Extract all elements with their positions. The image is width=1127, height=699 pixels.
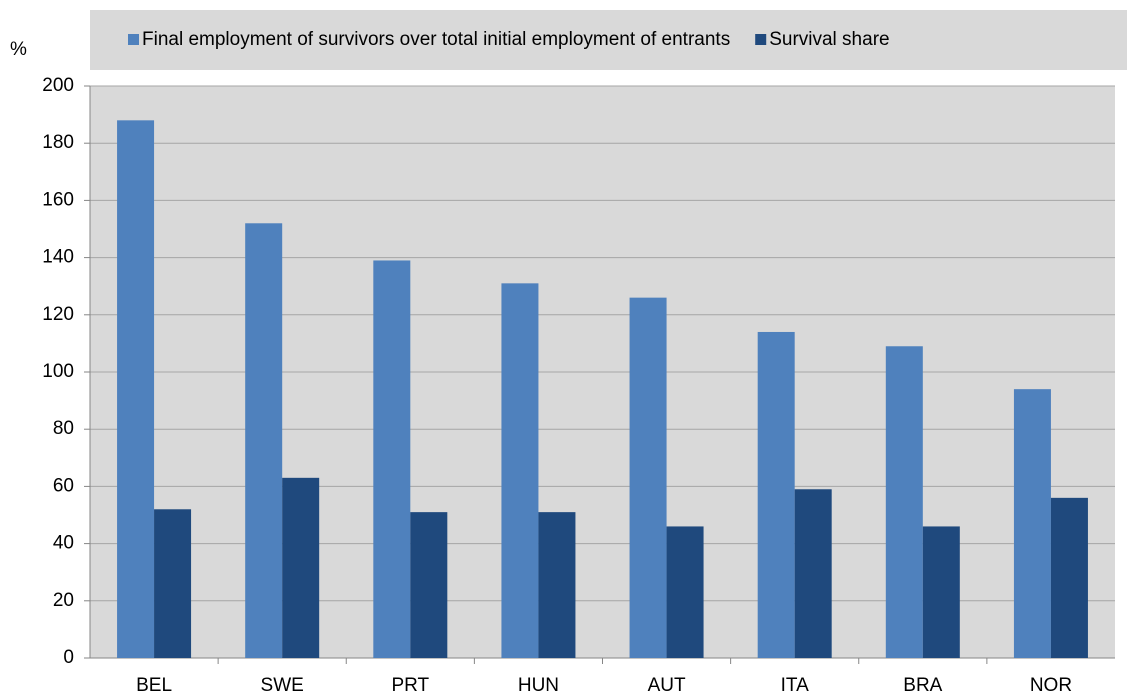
x-tick-label: SWE [261, 675, 304, 696]
bar [629, 297, 667, 658]
y-tick-label: 20 [53, 590, 74, 611]
y-tick-label: 100 [42, 361, 74, 382]
y-tick-label: 40 [53, 533, 74, 554]
bar [501, 283, 539, 658]
bar [373, 260, 411, 658]
x-tick-label: NOR [1030, 675, 1072, 696]
bar [885, 346, 923, 658]
y-tick-label: 200 [42, 75, 74, 96]
bar [245, 223, 283, 658]
bar [1013, 389, 1051, 658]
x-tick-label: BEL [136, 675, 172, 696]
bar [1050, 497, 1088, 658]
x-tick-label: PRT [391, 675, 429, 696]
y-tick-label: 60 [53, 475, 74, 496]
legend-label: Survival share [769, 29, 889, 50]
bar [666, 526, 704, 658]
y-tick-label: 0 [63, 647, 74, 668]
x-tick-label: AUT [648, 675, 686, 696]
bar [282, 477, 320, 658]
bar [117, 120, 155, 658]
bar [410, 512, 448, 658]
x-tick-label: ITA [781, 675, 809, 696]
legend-background [90, 10, 1127, 70]
y-tick-label: 160 [42, 189, 74, 210]
y-tick-label: 120 [42, 304, 74, 325]
legend-marker [128, 34, 139, 45]
bar [794, 489, 832, 658]
x-tick-label: HUN [518, 675, 559, 696]
y-tick-label: 180 [42, 132, 74, 153]
bar [757, 331, 795, 658]
y-tick-label: 140 [42, 247, 74, 268]
bar [922, 526, 960, 658]
bar [154, 509, 192, 658]
bar [538, 512, 576, 658]
x-tick-label: BRA [903, 675, 942, 696]
legend-marker [755, 34, 767, 45]
legend-label: Final employment of survivors over total… [142, 29, 730, 50]
y-axis-label: % [10, 39, 27, 60]
y-tick-label: 80 [53, 418, 74, 439]
